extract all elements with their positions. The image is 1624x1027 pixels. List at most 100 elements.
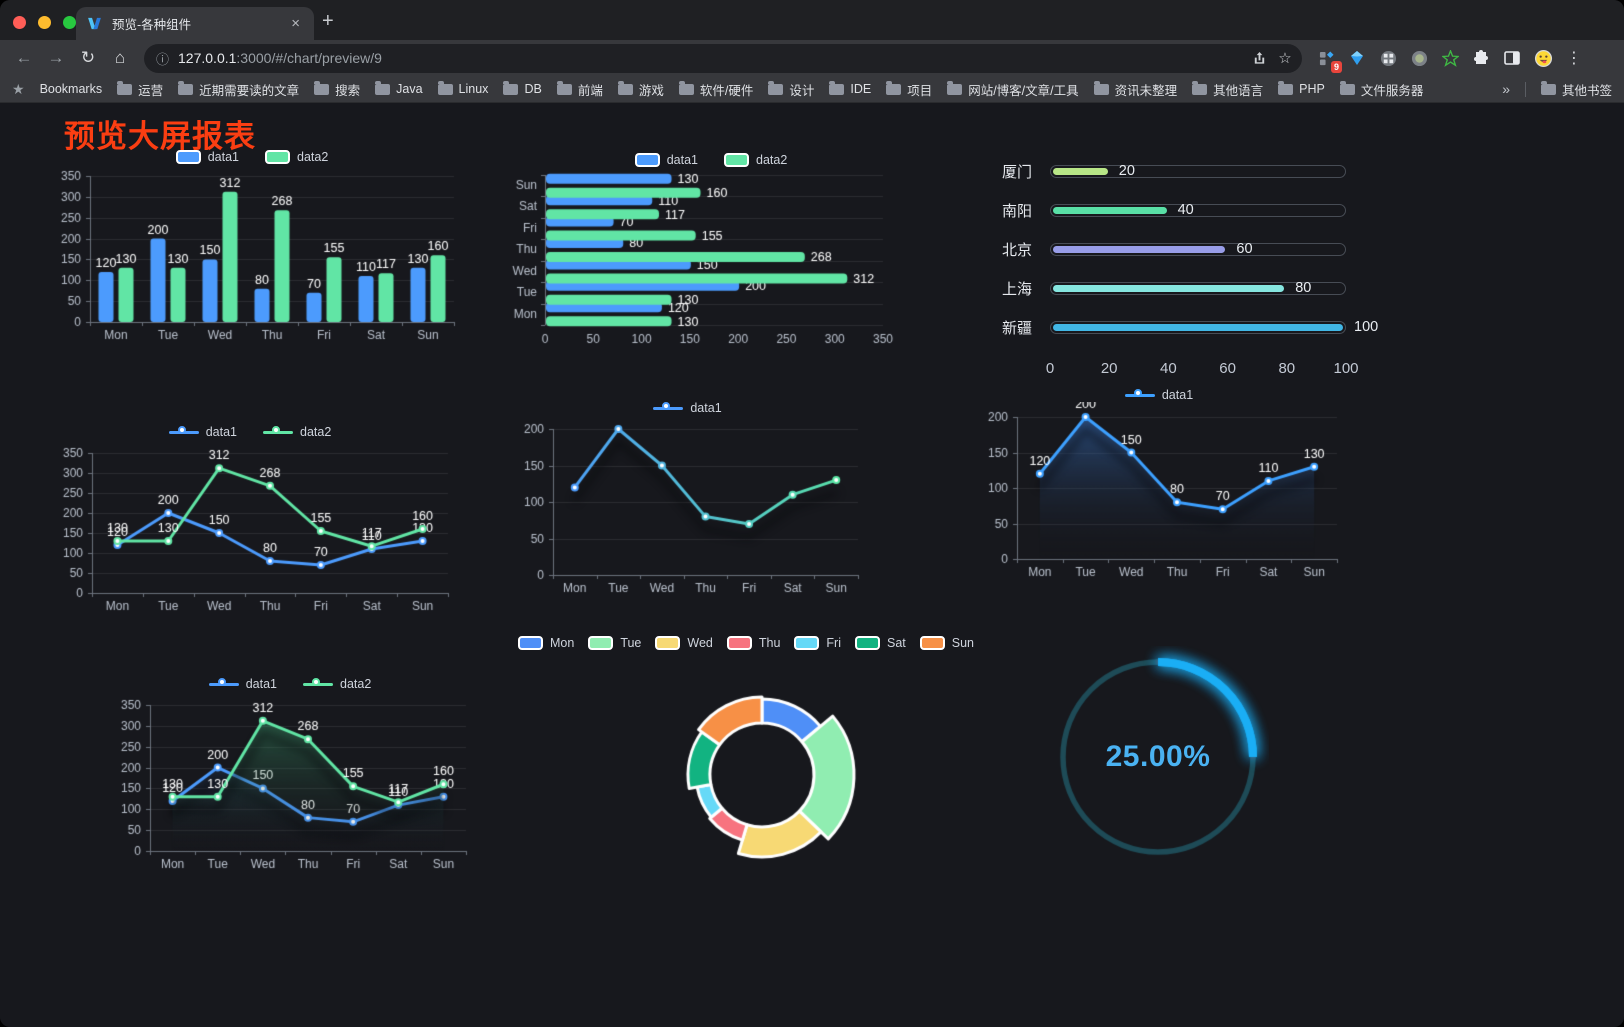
legend-item[interactable]: data1: [1124, 388, 1193, 402]
round-dot-extension-icon[interactable]: [1407, 46, 1431, 70]
other-bookmarks[interactable]: 其他书签: [1540, 80, 1612, 99]
legend-item[interactable]: data2: [303, 677, 371, 691]
progress-fill: [1053, 323, 1343, 331]
legend-item[interactable]: Mon: [517, 636, 574, 650]
legend-marker: [168, 425, 199, 439]
legend-item[interactable]: Fri: [794, 636, 841, 650]
progress-fill: [1053, 206, 1167, 214]
folder-icon: [556, 80, 572, 95]
horizontal-bar-canvas: [505, 167, 917, 353]
browser-tab[interactable]: 预览-各种组件 ×: [76, 7, 314, 40]
legend-item[interactable]: Thu: [726, 636, 780, 650]
address-bar[interactable]: ⓘ 127.0.0.1:3000/#/chart/preview/9 ☆: [144, 43, 1302, 73]
legend-item[interactable]: data2: [724, 153, 787, 167]
bookmark-folder[interactable]: IDE: [829, 80, 871, 96]
bookmark-folder[interactable]: 游戏: [617, 80, 664, 99]
area-line-canvas: [965, 402, 1353, 588]
bookmarks-star-icon[interactable]: ★: [12, 80, 25, 97]
page-title: 预览大屏报表: [64, 119, 256, 154]
side-panel-icon[interactable]: [1500, 46, 1524, 70]
vue-devtools-icon[interactable]: [1345, 46, 1369, 70]
legend-item[interactable]: Sun: [919, 636, 974, 650]
maximize-window-button[interactable]: [63, 16, 76, 29]
bookmark-folder[interactable]: Linux: [437, 80, 488, 96]
legend-marker: [634, 153, 660, 167]
emoji-extension-icon[interactable]: [1531, 46, 1555, 70]
bookmarks-overflow-chevron[interactable]: »: [1502, 81, 1510, 97]
legend-item[interactable]: data1: [208, 677, 277, 691]
bookmark-folder[interactable]: 设计: [768, 80, 814, 99]
folder-icon: [117, 80, 133, 95]
legend-item[interactable]: data1: [168, 425, 237, 439]
site-info-icon[interactable]: ⓘ: [156, 51, 170, 67]
progress-row: 南阳 40: [1002, 201, 1346, 220]
close-window-button[interactable]: [13, 16, 26, 29]
site-favicon: [88, 17, 101, 30]
progress-label: 上海: [1002, 280, 1033, 298]
forward-icon[interactable]: →: [47, 48, 65, 67]
legend-marker: [919, 636, 945, 650]
browser-menu-icon[interactable]: ⋮: [1566, 50, 1582, 67]
bookmark-folder[interactable]: 网站/博客/文章/工具: [947, 80, 1079, 99]
legend-item[interactable]: Sat: [855, 636, 906, 650]
gauge-percentage: 25.00%: [1105, 740, 1211, 773]
extensions-puzzle-icon[interactable]: [1469, 46, 1493, 70]
legend-marker: [263, 425, 293, 439]
legend-item[interactable]: data1: [634, 153, 698, 167]
extension-badge: 9: [1330, 61, 1342, 73]
tab-close-icon[interactable]: ×: [291, 15, 300, 32]
window-controls: [13, 16, 76, 29]
gradient-line-canvas: [505, 415, 870, 601]
chart-legend: data1 data2: [102, 677, 478, 691]
bookmark-folder[interactable]: 项目: [886, 80, 932, 99]
new-tab-button[interactable]: +: [322, 10, 334, 32]
bookmark-folder-list: 运营 近期需要读的文章 搜索 Java Linux DB 前端 游戏 软件/硬件 设计 IDE 项目网…: [117, 80, 1423, 99]
legend-marker: [724, 153, 749, 167]
gauge-chart: 25.00%: [1047, 646, 1269, 868]
bookmark-folder[interactable]: 资讯未整理: [1093, 80, 1177, 99]
progress-label: 北京: [1002, 241, 1033, 259]
bookmark-folder[interactable]: Java: [375, 80, 423, 96]
back-icon[interactable]: ←: [15, 48, 33, 67]
two-series-area-canvas: [102, 691, 478, 879]
legend-marker: [653, 401, 684, 415]
bookmark-folder[interactable]: 运营: [117, 80, 163, 99]
legend-item[interactable]: data2: [263, 425, 331, 439]
progress-fill: [1053, 245, 1226, 253]
progress-row: 上海 80: [1002, 280, 1346, 298]
progress-value: 40: [1177, 201, 1194, 218]
bookmark-folder[interactable]: 其他语言: [1192, 80, 1263, 99]
bookmark-folder[interactable]: 搜索: [314, 80, 360, 99]
bookmark-star-icon[interactable]: ☆: [1278, 50, 1292, 67]
legend-item[interactable]: data2: [265, 150, 328, 164]
legend-item[interactable]: Tue: [588, 636, 641, 650]
folder-icon: [768, 80, 784, 95]
bookmark-folder[interactable]: PHP: [1278, 80, 1325, 96]
folder-icon: [1192, 80, 1208, 95]
minimize-window-button[interactable]: [38, 16, 51, 29]
bookmark-folder[interactable]: DB: [503, 80, 542, 96]
bookmarks-label[interactable]: Bookmarks: [39, 82, 103, 96]
legend-item[interactable]: Wed: [655, 636, 713, 650]
share-icon[interactable]: [1246, 45, 1272, 71]
donut-chart: Mon Tue Wed Thu Fri Sat Sun: [517, 636, 974, 900]
bookmark-folder[interactable]: 近期需要读的文章: [178, 80, 299, 99]
green-star-extension-icon[interactable]: [1438, 46, 1462, 70]
legend-item[interactable]: data1: [175, 150, 239, 164]
two-series-area-chart: data1 data2: [102, 677, 478, 891]
line-chart-canvas: [44, 439, 456, 627]
bookmark-folder[interactable]: 文件服务器: [1339, 80, 1423, 99]
gauge-canvas: [1047, 646, 1269, 868]
round-cross-extension-icon[interactable]: [1376, 46, 1400, 70]
bookmark-folder[interactable]: 软件/硬件: [678, 80, 753, 99]
bookmark-folder[interactable]: 前端: [556, 80, 603, 99]
reload-icon[interactable]: ↻: [80, 48, 96, 67]
grid-extension-icon[interactable]: 9: [1314, 46, 1342, 73]
url-text[interactable]: 127.0.0.1:3000/#/chart/preview/9: [178, 50, 1246, 66]
vertical-bar-chart: data1 data2: [44, 150, 460, 362]
folder-icon: [314, 80, 330, 95]
home-icon[interactable]: ⌂: [114, 48, 126, 67]
folder-icon: [375, 80, 391, 95]
legend-marker: [794, 636, 820, 650]
legend-item[interactable]: data1: [653, 401, 722, 415]
